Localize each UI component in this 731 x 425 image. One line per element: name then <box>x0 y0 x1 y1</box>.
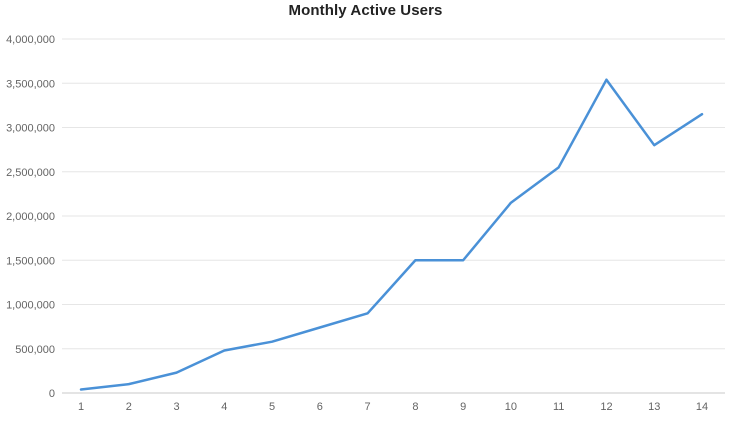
x-axis-tick-label: 4 <box>221 401 227 413</box>
y-axis-tick-label: 4,000,000 <box>6 34 55 46</box>
y-axis-tick-label: 0 <box>49 388 55 400</box>
y-axis-tick-label: 500,000 <box>15 344 55 356</box>
y-axis-tick-label: 1,000,000 <box>6 300 55 312</box>
chart-title: Monthly Active Users <box>288 2 443 19</box>
y-axis-tick-label: 3,500,000 <box>6 78 55 90</box>
x-axis-tick-label: 7 <box>365 401 371 413</box>
x-axis-tick-label: 3 <box>173 401 179 413</box>
x-axis-tick-label: 10 <box>505 401 517 413</box>
y-axis-tick-label: 1,500,000 <box>6 255 55 267</box>
x-axis-tick-label: 11 <box>553 401 564 413</box>
x-axis-tick-label: 8 <box>412 401 418 413</box>
x-axis-tick-label: 13 <box>648 401 660 413</box>
data-series-line <box>79 78 704 391</box>
x-axis-tick-label: 9 <box>460 401 466 413</box>
x-axis-tick-label: 2 <box>126 401 132 413</box>
y-axis-tick-label: 2,000,000 <box>6 211 55 223</box>
x-axis-tick-label: 12 <box>600 401 612 413</box>
y-axis-tick-label: 2,500,000 <box>6 167 55 179</box>
x-axis-tick-label: 14 <box>696 401 708 413</box>
y-axis-tick-label: 3,000,000 <box>6 123 55 135</box>
x-axis-tick-label: 5 <box>269 401 275 413</box>
x-axis-tick-label: 1 <box>78 401 84 413</box>
x-axis-tick-label: 6 <box>317 401 323 413</box>
